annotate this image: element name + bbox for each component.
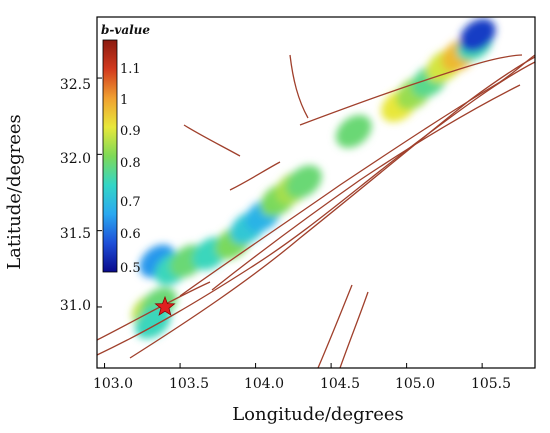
x-tick-label: 105.5 — [471, 376, 511, 392]
epicenter-star-icon — [154, 295, 176, 316]
x-tick-label: 104.5 — [320, 376, 360, 392]
fault-line — [339, 291, 369, 368]
colorbar: b-value 1.1 1 0.9 0.8 0.7 0.6 0.5 — [101, 23, 150, 276]
y-tick-label: 32.5 — [60, 77, 91, 93]
b-value-patch — [285, 165, 322, 199]
plot-frame — [96, 16, 536, 369]
fault-line — [179, 54, 535, 297]
x-tick-label: 103.5 — [169, 376, 209, 392]
fault-line — [289, 54, 309, 119]
colorbar-tick-label: 0.9 — [120, 124, 141, 139]
colorbar-tick-label: 0.7 — [120, 195, 141, 210]
colorbar-tick-label: 0.5 — [120, 261, 141, 276]
colorbar-title: b-value — [101, 23, 150, 37]
x-tick-label: 103.0 — [93, 376, 133, 392]
y-tick-marks — [97, 77, 102, 308]
x-axis-title: Longitude/degrees — [232, 404, 404, 425]
y-tick-label: 32.0 — [60, 151, 91, 167]
x-tick-label: 104.0 — [244, 376, 284, 392]
colorbar-ramp — [102, 39, 118, 273]
x-tick-marks — [104, 363, 483, 368]
fault-line — [229, 161, 281, 191]
x-tick-label: 105.0 — [395, 376, 435, 392]
fault-line — [97, 61, 535, 356]
y-tick-label: 31.5 — [60, 226, 91, 242]
y-tick-label: 31.0 — [60, 298, 91, 314]
fault-line — [129, 56, 535, 359]
colorbar-tick-label: 1 — [120, 93, 128, 108]
fault-line — [183, 124, 241, 157]
colorbar-tick-label: 0.6 — [120, 227, 141, 242]
colorbar-tick-label: 1.1 — [120, 62, 141, 77]
b-value-patch — [459, 18, 496, 52]
colorbar-tick-label: 0.8 — [120, 156, 141, 171]
fault-lines — [97, 54, 535, 368]
y-axis-title: Latitude/degrees — [4, 114, 25, 270]
fault-line — [317, 284, 353, 368]
fault-line — [97, 281, 211, 341]
fault-line — [299, 54, 523, 126]
fault-line — [211, 84, 521, 291]
b-value-patches — [131, 18, 496, 339]
b-value-patch — [335, 114, 372, 148]
